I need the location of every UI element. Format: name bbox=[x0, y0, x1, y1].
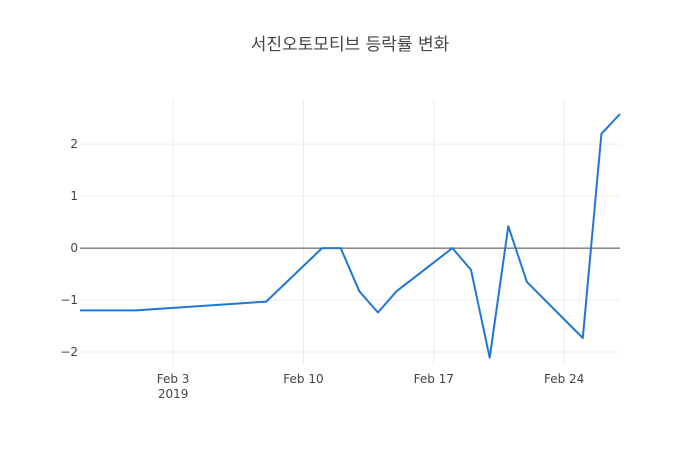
chart-title: 서진오토모티브 등락률 변화 bbox=[251, 35, 450, 55]
x-tick-label: Feb 24 bbox=[544, 372, 584, 386]
y-tick-label: −1 bbox=[60, 293, 78, 307]
series-layer bbox=[80, 113, 621, 359]
x-tick-label: Feb 17 bbox=[414, 372, 454, 386]
y-axis-ticks: 2 1 0 −1 −2 bbox=[60, 137, 78, 359]
y-tick-label: −2 bbox=[60, 345, 78, 359]
y-tick-label: 0 bbox=[70, 241, 78, 255]
y-tick-label: 2 bbox=[70, 137, 78, 151]
x-tick-label: Feb 10 bbox=[283, 372, 323, 386]
y-tick-label: 1 bbox=[70, 189, 78, 203]
x-tick-label: Feb 3 bbox=[157, 372, 190, 386]
x-tick-sublabel: 2019 bbox=[158, 387, 189, 401]
grid bbox=[80, 100, 620, 365]
series-line bbox=[80, 113, 621, 359]
